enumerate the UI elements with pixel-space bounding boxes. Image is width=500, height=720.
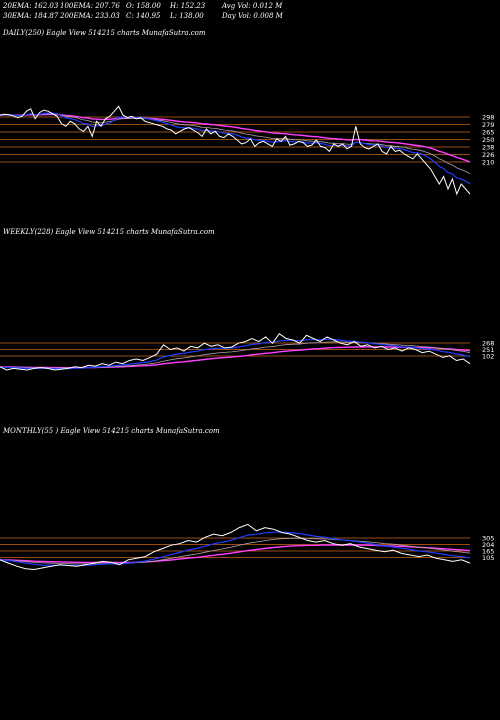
level-tick: 238 [482,144,494,152]
ema-mid-line [0,341,471,369]
price-line [0,105,471,196]
level-tick: 279 [482,121,494,129]
level-tick: 250 [482,136,494,144]
stat-close: C: 140.95 [126,12,161,20]
level-tick: 204 [482,541,494,549]
monthly-panel-label: MONTHLY(55 ) Eagle View 514215 charts Mu… [3,427,220,435]
level-tick: 298 [482,114,494,122]
stats-header: 20EMA: 162.03 100EMA: 207.76 O: 158.00 H… [0,0,500,24]
daily-panel-label: DAILY(250) Eagle View 514215 charts Muna… [3,29,206,37]
level-tick: 210 [482,159,494,167]
ema-long-line [0,544,471,564]
ema-short-line [0,531,471,567]
ema-short-line [0,112,471,185]
ema-short-line [0,338,471,370]
ema-mid-line [0,113,471,175]
stat-low: L: 138.00 [170,12,204,20]
level-tick: 251 [482,346,494,354]
level-tick: 265 [482,129,494,137]
level-tick: 102 [482,353,494,361]
ema-mid-line [0,537,471,565]
ema-long-line [0,113,471,163]
stat-day-vol: Day Vol: 0.008 M [222,12,283,20]
stat-open: O: 158.00 [126,2,161,10]
price-line [0,333,471,371]
level-tick: 305 [482,535,494,543]
price-line [0,523,471,571]
level-tick: 165 [482,548,494,556]
level-tick: 105 [482,554,494,562]
level-tick: 226 [482,151,494,159]
stat-avg-vol: Avg Vol: 0.012 M [222,2,283,10]
stat-200ema: 200EMA: 233.03 [60,12,120,20]
stat-high: H: 152.23 [170,2,206,10]
stat-20ema: 20EMA: 162.03 [3,2,59,10]
level-tick: 268 [482,340,494,348]
stat-30ema: 30EMA: 184.87 [3,12,59,20]
stat-100ema: 100EMA: 207.76 [60,2,120,10]
weekly-panel-label: WEEKLY(228) Eagle View 514215 charts Mun… [3,228,215,236]
